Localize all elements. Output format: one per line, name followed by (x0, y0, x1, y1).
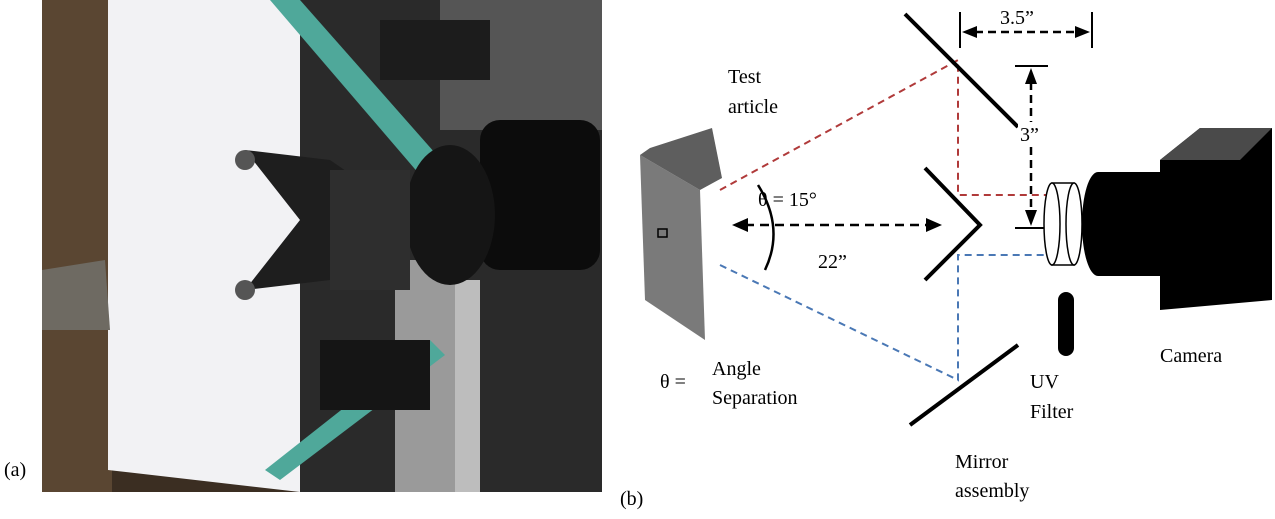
panel-label: (b) (620, 488, 643, 510)
distance-label: 22” (818, 251, 847, 273)
arrowhead (732, 218, 748, 232)
height-label: 3” (1020, 124, 1039, 146)
mirror-assembly-label: assembly (955, 480, 1029, 502)
arrowhead (1025, 210, 1037, 226)
uv-filter-label: Filter (1030, 401, 1074, 423)
arrowhead (1075, 26, 1090, 38)
test-article-label: Test (728, 66, 761, 88)
test-article-shape (640, 128, 722, 340)
uv-filter (1044, 183, 1082, 356)
test-article-label: article (728, 96, 778, 118)
legend-text: Angle (712, 358, 761, 380)
photo (42, 0, 602, 492)
angle-label: θ = 15° (758, 189, 817, 211)
figure: (a) (b) Test article θ = 15° 22” 3.5” (0, 0, 1275, 519)
mirrors (905, 14, 1018, 425)
width-label: 3.5” (1000, 7, 1034, 29)
legend-symbol: θ = (660, 371, 686, 393)
camera-shape (1082, 128, 1272, 310)
arrowhead (926, 218, 942, 232)
mirror-assembly-label: Mirror (955, 451, 1009, 473)
legend-text: Separation (712, 387, 798, 409)
arrowhead (1025, 68, 1037, 84)
arrowhead (962, 26, 977, 38)
camera-label: Camera (1160, 345, 1222, 367)
uv-filter-label: UV (1030, 371, 1059, 393)
height-dimension (1015, 66, 1048, 228)
panel-label: (a) (4, 459, 26, 481)
